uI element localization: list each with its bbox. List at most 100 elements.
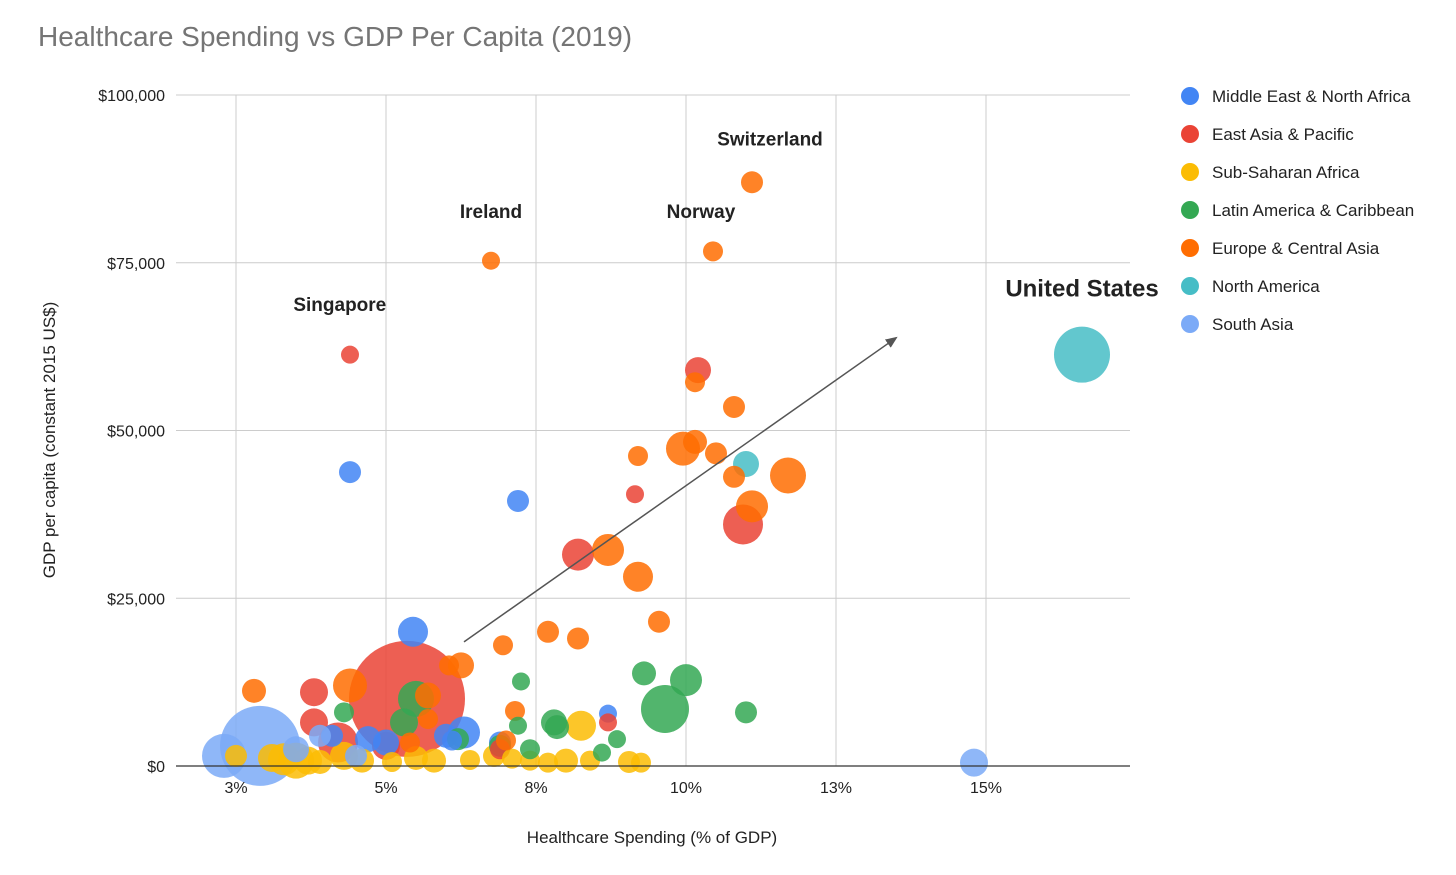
- data-bubble: [735, 701, 757, 724]
- data-bubble: [705, 442, 727, 465]
- data-bubble: [608, 730, 626, 749]
- data-bubble: [562, 538, 594, 571]
- annotation-label: Switzerland: [717, 129, 823, 150]
- data-bubble: [345, 744, 367, 767]
- data-bubble: [339, 461, 361, 484]
- data-bubble: [493, 635, 513, 656]
- axes: Healthcare Spending (% of GDP) GDP per c…: [40, 88, 1130, 847]
- data-bubble: [566, 710, 596, 741]
- data-bubble: [400, 732, 420, 753]
- data-bubble: [258, 743, 286, 772]
- data-bubble: [300, 678, 328, 707]
- legend-swatch: [1181, 201, 1199, 219]
- annotation-label: Singapore: [293, 295, 386, 316]
- data-bubble: [439, 655, 459, 676]
- data-bubble: [442, 730, 462, 751]
- y-tick-label: $0: [147, 759, 165, 776]
- y-tick-label: $25,000: [107, 591, 165, 608]
- data-bubble: [398, 616, 428, 647]
- data-bubble: [415, 682, 441, 709]
- data-bubble: [545, 715, 569, 740]
- legend-label: North America: [1212, 277, 1320, 296]
- x-tick-label: 3%: [224, 780, 247, 797]
- data-bubble: [225, 744, 247, 767]
- legend-label: Sub-Saharan Africa: [1212, 163, 1360, 182]
- data-bubble: [770, 457, 806, 494]
- data-bubble: [502, 748, 522, 769]
- legend-swatch: [1181, 125, 1199, 143]
- data-bubble: [683, 429, 707, 454]
- legend: Middle East & North Africa East Asia & Pa…: [1181, 87, 1414, 334]
- data-bubble: [593, 743, 611, 762]
- data-bubble: [507, 489, 529, 512]
- chart-title: Healthcare Spending vs GDP Per Capita (2…: [38, 21, 632, 52]
- data-bubble: [520, 739, 540, 760]
- annotations: Switzerland Ireland Norway Singapore United …: [293, 129, 1159, 643]
- data-bubble: [554, 748, 578, 773]
- data-bubble: [341, 345, 359, 364]
- data-bubble: [460, 749, 480, 770]
- data-bubble: [334, 702, 354, 723]
- data-bubble: [567, 627, 589, 650]
- x-tick-label: 10%: [670, 780, 702, 797]
- y-tick-label: $50,000: [107, 424, 165, 441]
- data-bubble: [736, 490, 768, 523]
- data-bubble: [703, 241, 723, 262]
- x-tick-label: 15%: [970, 780, 1002, 797]
- data-bubble: [242, 678, 266, 703]
- legend-swatch: [1181, 87, 1199, 105]
- data-bubble: [538, 752, 558, 773]
- data-bubble: [496, 730, 516, 751]
- y-tick-label: $100,000: [98, 88, 165, 105]
- y-axis-label: GDP per capita (constant 2015 US$): [40, 302, 59, 579]
- legend-label: Europe & Central Asia: [1212, 239, 1380, 258]
- data-bubble: [309, 724, 331, 747]
- data-bubble: [631, 752, 651, 773]
- data-bubble: [632, 661, 656, 686]
- data-bubble: [418, 709, 438, 730]
- data-bubble: [283, 736, 309, 763]
- y-tick-label: $75,000: [107, 256, 165, 273]
- legend-label: South Asia: [1212, 315, 1294, 334]
- data-bubble: [592, 533, 624, 566]
- data-bubble: [537, 620, 559, 643]
- data-bubble: [685, 372, 705, 393]
- grid-lines: [176, 94, 1130, 766]
- data-bubble: [599, 713, 617, 732]
- legend-label: East Asia & Pacific: [1212, 125, 1354, 144]
- data-bubble: [741, 171, 763, 194]
- data-bubble: [202, 733, 246, 778]
- data-bubble: [623, 561, 653, 592]
- data-bubble: [422, 748, 446, 773]
- x-axis-label: Healthcare Spending (% of GDP): [527, 828, 777, 847]
- legend-swatch: [1181, 315, 1199, 333]
- data-bubble: [723, 396, 745, 419]
- data-bubble: [308, 749, 332, 774]
- trend-arrow: [463, 336, 898, 643]
- data-bubble: [373, 729, 399, 756]
- data-bubble: [960, 748, 988, 777]
- data-bubble: [382, 751, 402, 772]
- data-bubble: [723, 465, 745, 488]
- data-bubble: [628, 445, 648, 466]
- x-tick-label: 13%: [820, 780, 852, 797]
- x-tick-label: 5%: [374, 780, 397, 797]
- data-bubble: [390, 708, 418, 737]
- data-bubble: [509, 716, 527, 735]
- data-bubble: [512, 672, 530, 691]
- legend-label: Middle East & North Africa: [1212, 87, 1411, 106]
- data-bubble: [641, 684, 689, 733]
- legend-label: Latin America & Caribbean: [1212, 201, 1414, 220]
- annotation-label: Ireland: [460, 202, 522, 223]
- legend-swatch: [1181, 163, 1199, 181]
- data-bubble: [626, 485, 644, 504]
- data-bubble: [670, 664, 702, 697]
- annotation-label: United States: [1005, 275, 1158, 302]
- annotation-label: Norway: [667, 202, 736, 223]
- data-bubble: [648, 610, 670, 633]
- x-tick-label: 8%: [524, 780, 547, 797]
- data-bubble: [1054, 326, 1110, 383]
- data-bubble: [482, 251, 500, 270]
